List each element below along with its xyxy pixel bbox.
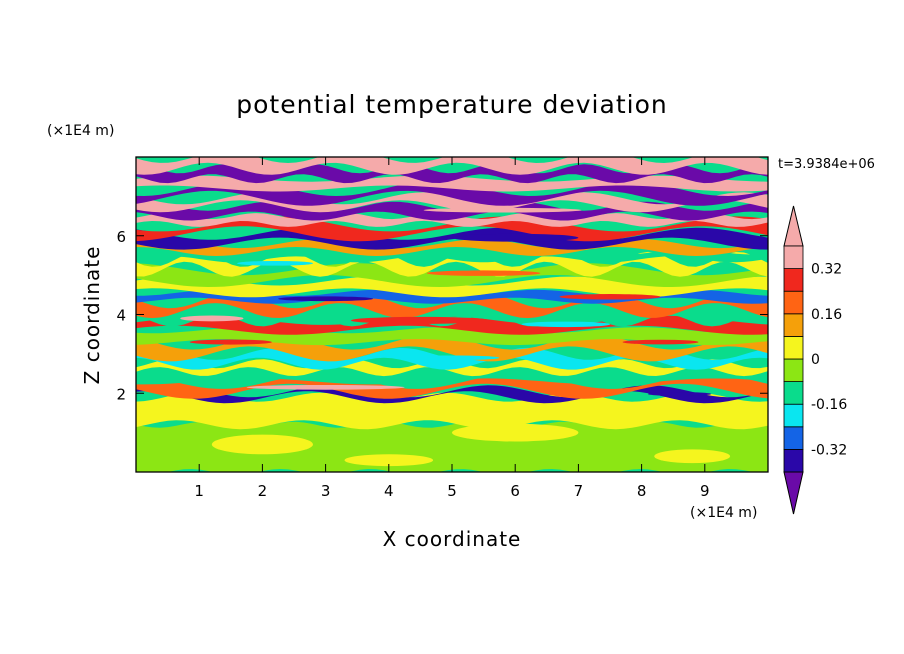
x-tick-label: 9: [700, 482, 710, 500]
x-tick-label: 6: [510, 482, 520, 500]
colorbar-swatch: [783, 268, 804, 292]
colorbar-swatch: [783, 403, 804, 428]
colorbar-swatch: [783, 358, 804, 383]
colorbar: [783, 205, 804, 515]
contour-feature: [278, 296, 373, 302]
contour-band: [136, 213, 768, 227]
contour-feature: [189, 339, 272, 345]
contour-feature: [452, 233, 579, 242]
x-tick-label: 7: [574, 482, 584, 500]
colorbar-top-arrow: [783, 205, 804, 247]
contour-band: [136, 251, 768, 277]
colorbar-label: 0.32: [811, 262, 842, 278]
x-tick-label: 8: [637, 482, 647, 500]
x-axis-label: X coordinate: [383, 527, 522, 551]
colorbar-swatch: [783, 335, 804, 360]
contour-plot-area: [136, 157, 768, 472]
x-unit-label: (×1E4 m): [690, 505, 757, 521]
contour-feature: [647, 392, 712, 397]
y-tick-label: 2: [116, 385, 126, 403]
colorbar-label: -0.16: [811, 397, 847, 413]
contour-feature: [559, 294, 661, 300]
colorbar-swatch: [783, 448, 804, 473]
contour-band: [136, 385, 768, 404]
contour-band: [136, 421, 768, 472]
colorbar-swatch: [783, 381, 804, 405]
colorbar-swatch: [783, 426, 804, 450]
colorbar-bottom-arrow: [783, 471, 804, 515]
colorbar-swatch: [783, 290, 804, 315]
contour-feature: [237, 260, 313, 266]
contour-feature: [211, 434, 313, 455]
contour-band: [136, 227, 768, 250]
time-label: t=3.9384e+06: [778, 157, 875, 172]
y-unit-label: (×1E4 m): [47, 123, 114, 139]
x-tick-label: 4: [384, 482, 394, 500]
colorbar-label: 0: [811, 352, 820, 368]
colorbar-label: 0.16: [811, 307, 842, 323]
contour-feature: [423, 207, 582, 213]
y-axis-label: Z coordinate: [80, 246, 104, 385]
contour-band: [136, 181, 768, 206]
contour-feature: [404, 355, 500, 361]
contour-feature: [246, 384, 405, 390]
contour-feature: [622, 339, 699, 345]
contour-feature: [350, 316, 490, 324]
colorbar-swatch: [783, 313, 804, 337]
contour-band: [136, 276, 768, 298]
contour-band: [136, 392, 768, 430]
y-tick-label: 4: [116, 307, 126, 325]
contour-feature: [452, 423, 579, 442]
colorbar-swatch: [783, 245, 804, 270]
contour-feature: [180, 315, 244, 322]
contour-band: [136, 304, 768, 327]
chart-title: potential temperature deviation: [236, 90, 667, 119]
colorbar-label: -0.32: [811, 442, 847, 458]
x-tick-label: 2: [258, 482, 268, 500]
contour-feature: [521, 321, 610, 328]
x-tick-label: 5: [447, 482, 457, 500]
contour-feature: [654, 449, 731, 464]
x-tick-label: 3: [321, 482, 331, 500]
contour-feature: [344, 454, 434, 467]
x-tick-label: 1: [194, 482, 204, 500]
y-tick-label: 6: [116, 228, 126, 246]
contour-feature: [426, 270, 541, 276]
contour-band: [136, 373, 768, 399]
contour-band: [136, 157, 768, 175]
contour-band: [136, 248, 768, 263]
